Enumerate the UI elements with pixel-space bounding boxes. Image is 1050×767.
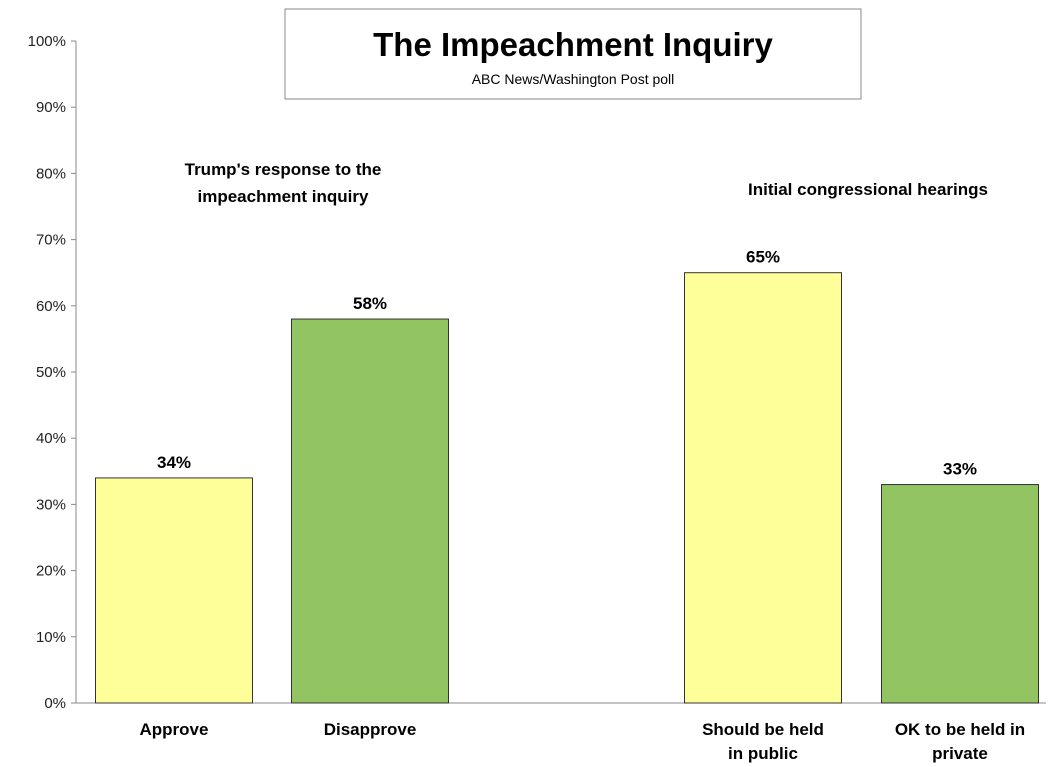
chart-title: The Impeachment Inquiry [373,26,773,63]
bar [95,477,253,704]
x-tick-label: private [932,744,988,763]
x-tick-label: in public [728,744,798,763]
data-label: 34% [157,453,191,472]
y-tick-label: 0% [44,695,66,712]
data-label: 58% [353,294,387,313]
y-tick-label: 20% [36,563,66,580]
y-tick-label: 30% [36,496,66,513]
y-tick-label: 100% [28,33,66,50]
y-tick-label: 40% [36,430,66,447]
x-tick-label: Approve [140,720,209,739]
group-label: Initial congressional hearings [748,180,988,199]
y-tick-label: 10% [36,629,66,646]
y-tick-label: 50% [36,364,66,381]
y-tick-label: 80% [36,165,66,182]
bar [684,272,842,704]
x-tick-label: Disapprove [324,720,417,739]
x-tick-label: Should be held [702,720,824,739]
data-label: 33% [943,460,977,479]
group-label: Trump's response to the [185,160,382,179]
bar [291,318,449,704]
x-tick-label: OK to be held in [895,720,1025,739]
title-box [284,8,862,100]
y-tick-label: 70% [36,232,66,249]
y-tick-label: 60% [36,298,66,315]
chart-subtitle: ABC News/Washington Post poll [472,71,675,87]
data-label: 65% [746,248,780,267]
bar [881,484,1039,704]
y-tick-label: 90% [36,99,66,116]
group-label: impeachment inquiry [198,187,370,206]
